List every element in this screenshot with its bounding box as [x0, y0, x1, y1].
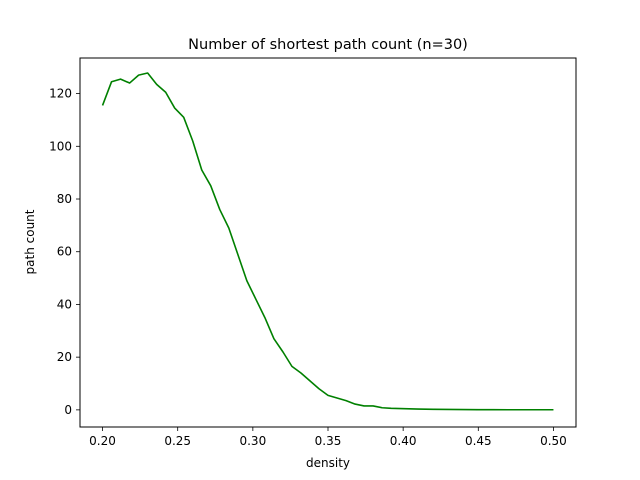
x-tick-label: 0.35	[315, 434, 342, 448]
x-tick-label: 0.45	[465, 434, 492, 448]
x-axis-label: density	[306, 456, 350, 470]
y-axis-label: path count	[23, 209, 37, 274]
x-axis: 0.20 0.25 0.30 0.35 0.40 0.45 0.50	[89, 427, 567, 448]
x-tick-label: 0.20	[89, 434, 116, 448]
y-tick-label: 100	[49, 139, 72, 153]
y-tick-label: 0	[64, 403, 72, 417]
x-tick-label: 0.40	[390, 434, 417, 448]
y-tick-label: 60	[57, 245, 72, 259]
x-tick-label: 0.50	[540, 434, 567, 448]
x-tick-label: 0.25	[164, 434, 191, 448]
y-tick-label: 40	[57, 297, 72, 311]
series-line-0	[101, 72, 554, 411]
y-tick-label: 20	[57, 350, 72, 364]
y-tick-label: 120	[49, 87, 72, 101]
x-tick-label: 0.30	[239, 434, 266, 448]
y-axis: 0 20 40 60 80 100 120	[49, 87, 80, 417]
y-tick-label: 80	[57, 192, 72, 206]
chart-title: Number of shortest path count (n=30)	[188, 37, 468, 53]
